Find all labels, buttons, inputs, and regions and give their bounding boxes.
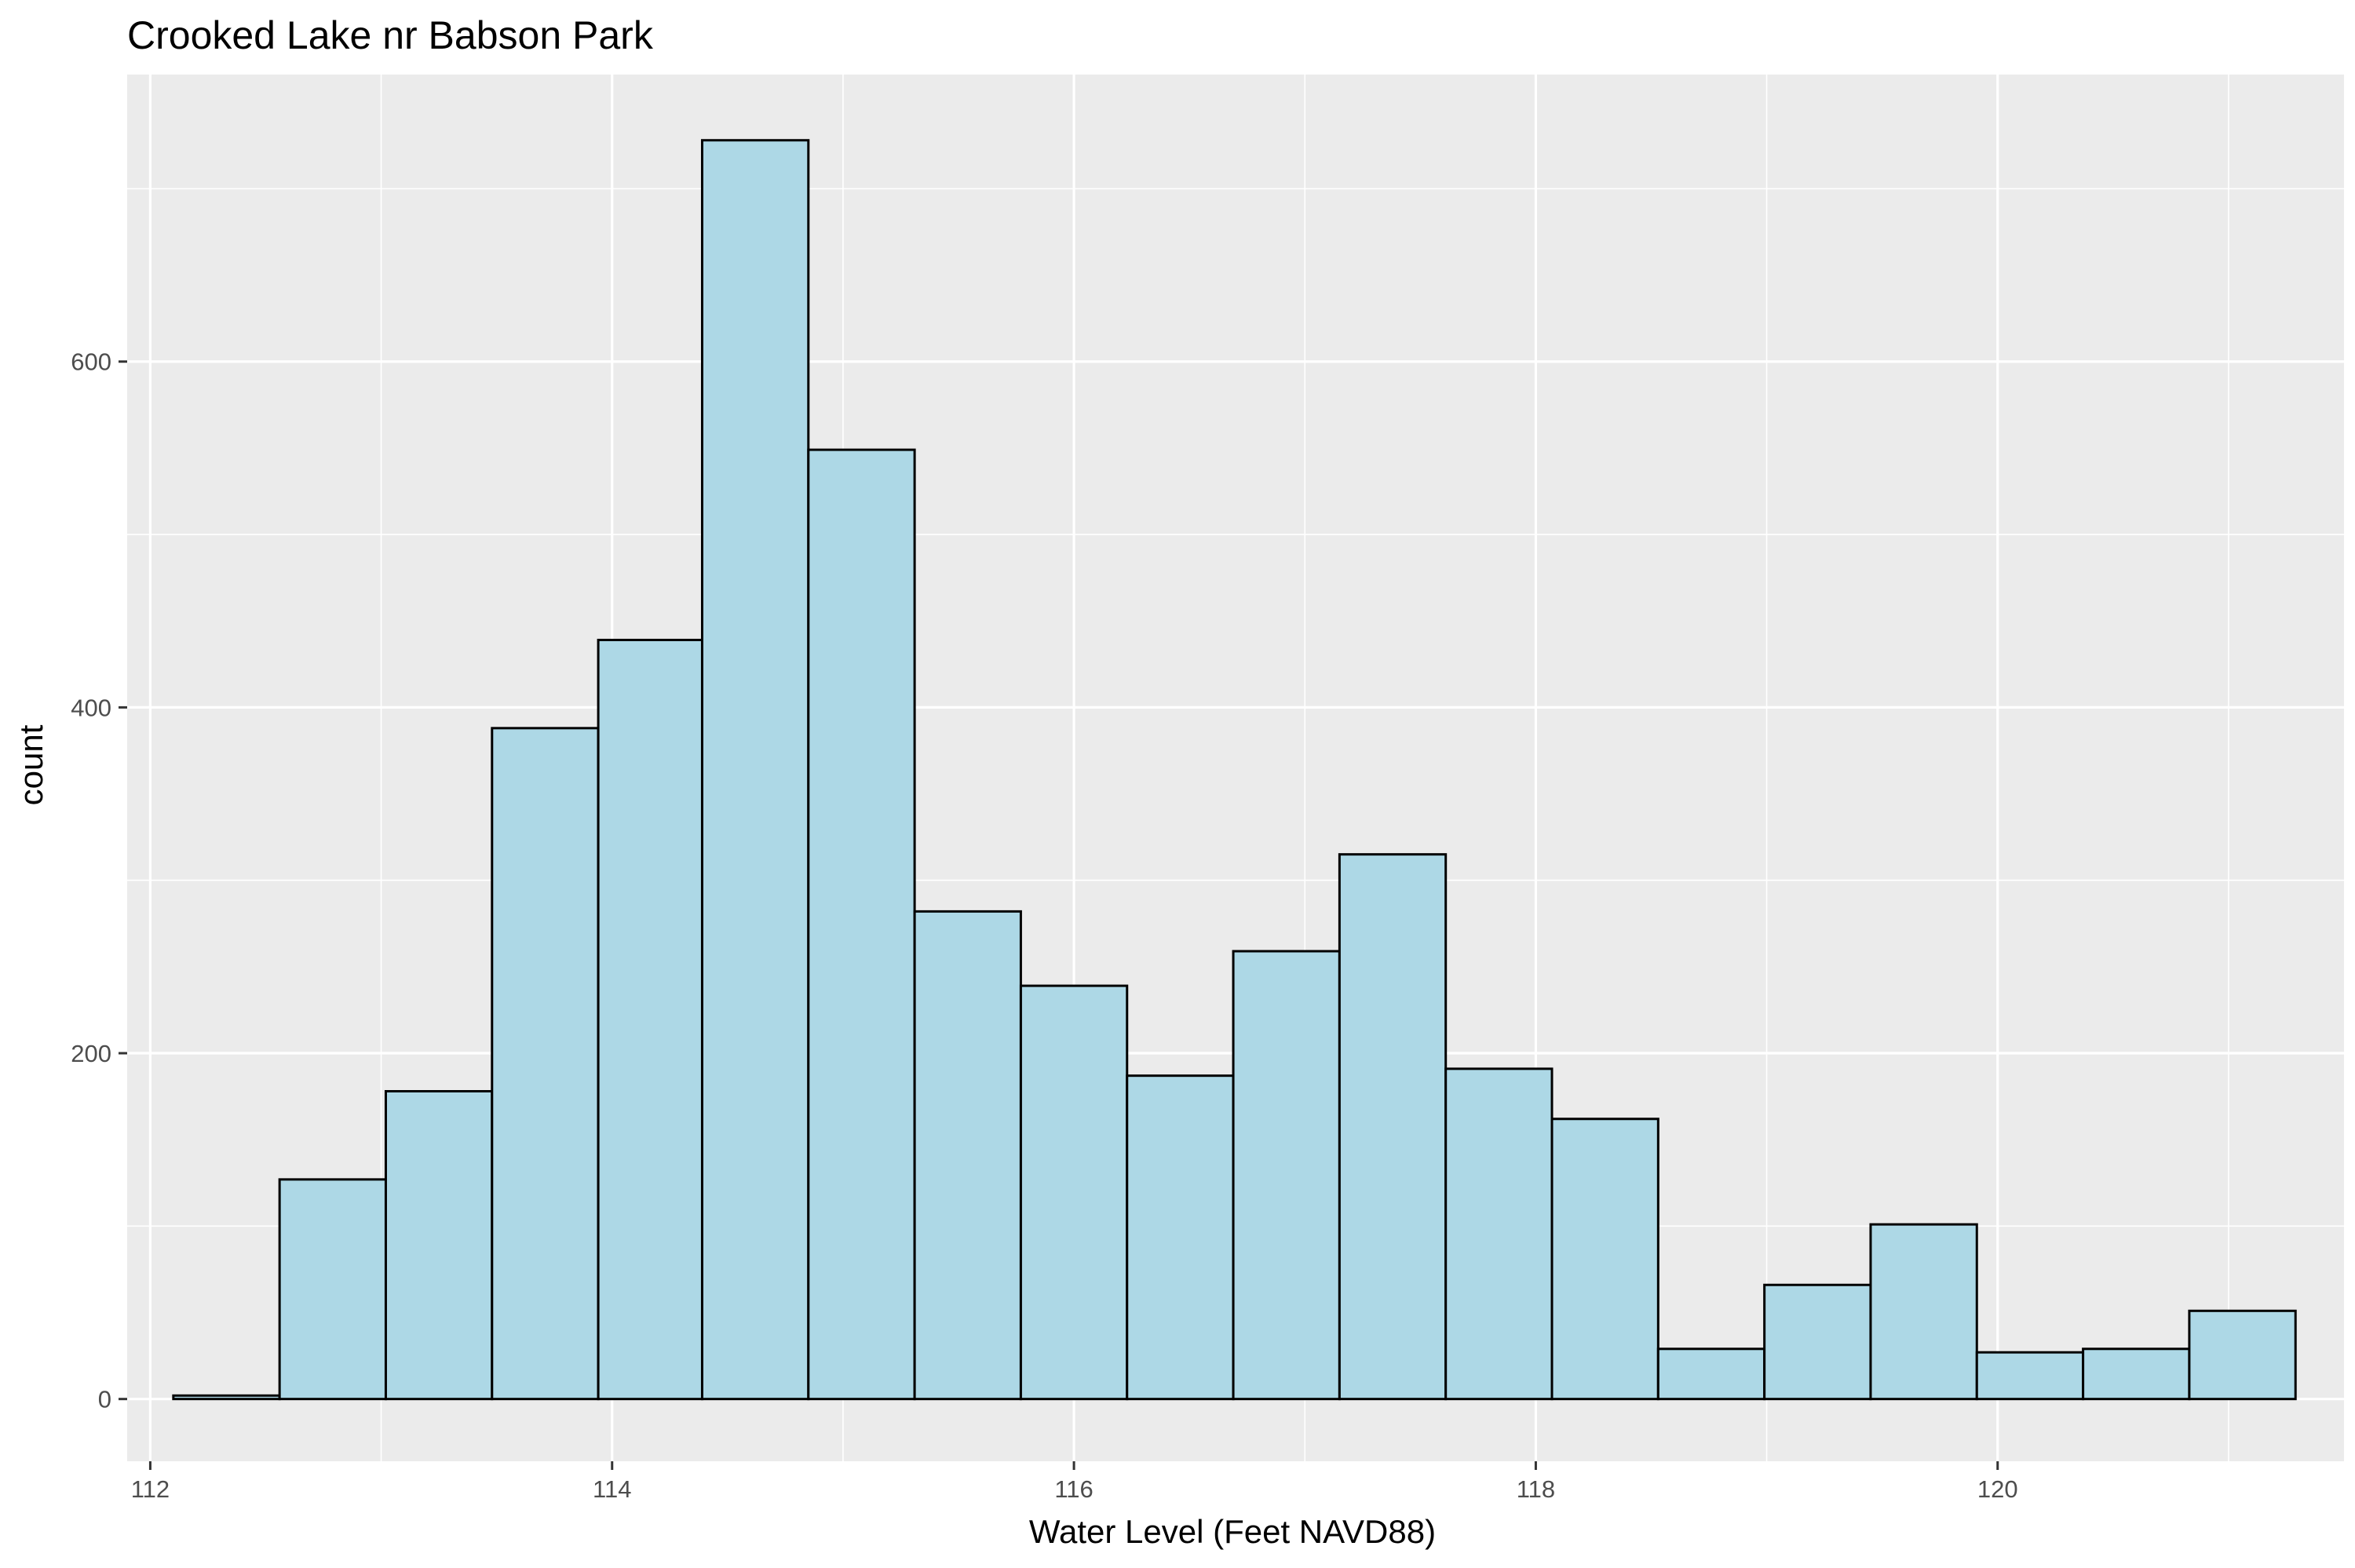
x-axis-title: Water Level (Feet NAVD88) — [1029, 1513, 1436, 1550]
histogram-bar — [597, 638, 703, 1401]
histogram-bar — [278, 1178, 387, 1401]
histogram-bars — [172, 139, 2297, 1401]
chart-title: Crooked Lake nr Babson Park — [127, 13, 654, 57]
histogram-bar — [1338, 853, 1448, 1401]
histogram-bar — [913, 910, 1022, 1401]
y-tick-label: 400 — [71, 694, 111, 721]
histogram-bar — [491, 727, 600, 1401]
histogram-bar — [1232, 950, 1341, 1401]
histogram-bar — [172, 1394, 281, 1401]
x-tick-label: 118 — [1517, 1475, 1555, 1503]
histogram-bar — [1019, 984, 1129, 1401]
histogram-bar — [1656, 1347, 1766, 1401]
histogram-bar — [1550, 1118, 1659, 1401]
x-tick-label: 116 — [1054, 1475, 1093, 1503]
x-tick-label: 114 — [593, 1475, 631, 1503]
histogram-bar — [807, 448, 916, 1401]
histogram-bar — [1444, 1067, 1554, 1401]
y-axis: 0 200 400 600 — [71, 348, 127, 1413]
histogram-bar — [1763, 1283, 1872, 1401]
histogram-bar — [384, 1090, 494, 1401]
y-tick-label: 600 — [71, 348, 111, 376]
y-axis-title: count — [13, 724, 49, 805]
histogram-bar — [2188, 1309, 2297, 1401]
x-axis: 112 114 116 118 120 — [131, 1461, 2018, 1503]
histogram-bar — [2082, 1347, 2191, 1401]
x-tick-label: 120 — [1977, 1475, 2018, 1503]
x-tick-label: 112 — [131, 1475, 170, 1503]
histogram-bar — [1869, 1223, 1978, 1401]
histogram-bar — [1975, 1351, 2085, 1401]
y-tick-label: 0 — [98, 1386, 111, 1413]
y-tick-label: 200 — [71, 1040, 111, 1067]
histogram-bar — [700, 139, 810, 1401]
histogram-bar — [1126, 1074, 1235, 1401]
